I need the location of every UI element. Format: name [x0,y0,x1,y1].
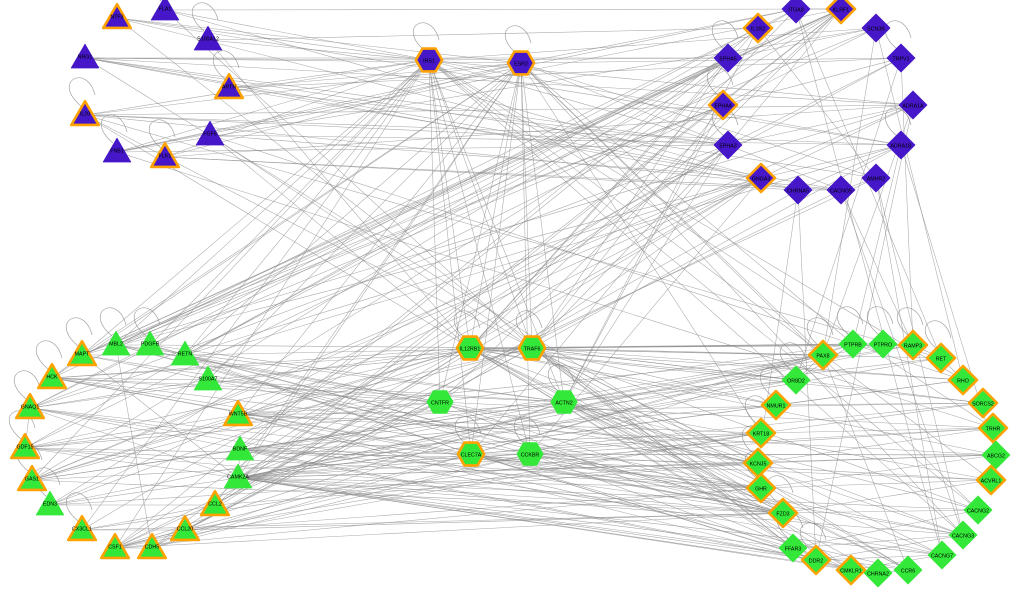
svg-text:CSF1: CSF1 [108,545,122,551]
svg-text:IL20: IL20 [80,112,90,118]
svg-text:GNAQ1: GNAQ1 [21,405,40,411]
svg-text:TRAF6: TRAF6 [524,347,541,353]
svg-text:CHRNA2: CHRNA2 [867,572,889,578]
svg-text:CACNG5: CACNG5 [830,189,852,195]
svg-text:TRHR: TRHR [986,427,1001,433]
svg-text:KRT18: KRT18 [753,432,769,438]
svg-text:CCL2: CCL2 [208,502,222,508]
svg-text:S100A7: S100A7 [199,377,218,383]
svg-text:HCK: HCK [46,375,58,381]
svg-text:FZD3: FZD3 [776,512,789,518]
svg-text:PAX8: PAX8 [816,354,829,360]
svg-text:NRG1: NRG1 [78,55,93,61]
svg-text:SORCS2: SORCS2 [972,402,994,408]
svg-text:OR8D2: OR8D2 [787,379,805,385]
svg-text:FLK1: FLK1 [159,154,172,160]
svg-text:GDF15: GDF15 [16,445,33,451]
svg-text:RETN: RETN [178,352,193,358]
svg-text:EPHA3: EPHA3 [719,144,736,150]
svg-text:EDN3: EDN3 [43,502,57,508]
svg-text:EPHA4: EPHA4 [714,104,731,110]
svg-text:FFAR3: FFAR3 [785,547,802,553]
svg-text:RHO: RHO [957,379,969,385]
svg-text:CAMK2A: CAMK2A [227,475,249,481]
svg-text:FNB1: FNB1 [110,149,124,155]
svg-text:FGF6: FGF6 [203,132,217,138]
svg-text:CCR6: CCR6 [901,569,915,575]
svg-text:SCN3B: SCN3B [867,27,885,33]
svg-text:IL12RB1: IL12RB1 [460,347,481,353]
svg-text:GHR: GHR [755,487,767,493]
svg-text:KCNJ5: KCNJ5 [750,462,767,468]
svg-text:CCL20: CCL20 [177,527,194,533]
svg-text:CCKBR: CCKBR [521,453,540,459]
svg-text:CHRNA5: CHRNA5 [787,189,809,195]
svg-text:PDGFB: PDGFB [141,342,160,348]
svg-text:CNTFR: CNTFR [431,401,449,407]
svg-text:RET: RET [936,357,947,363]
svg-text:ESR2: ESR2 [514,62,528,68]
svg-text:CACNG2: CACNG2 [967,509,989,515]
svg-text:RAMP3: RAMP3 [904,344,922,350]
svg-text:MBL2: MBL2 [109,342,123,348]
svg-text:ABCG2: ABCG2 [987,454,1005,460]
svg-text:IL1R2: IL1R2 [751,27,765,33]
svg-text:CACNG7: CACNG7 [931,554,953,560]
svg-text:BDNF: BDNF [233,447,248,453]
svg-text:ARTN: ARTN [222,85,236,91]
svg-text:GAS1: GAS1 [25,477,39,483]
svg-text:S100A12: S100A12 [197,37,219,43]
svg-text:AMHR2: AMHR2 [867,177,886,183]
svg-text:ACVRL1: ACVRL1 [981,479,1002,485]
svg-text:CX3CL1: CX3CL1 [72,527,92,533]
svg-text:CMKLR1: CMKLR1 [840,569,862,575]
svg-text:ACTN2: ACTN2 [555,401,572,407]
svg-text:CACNG3: CACNG3 [952,534,974,540]
svg-text:DDR2: DDR2 [809,559,823,565]
svg-text:ITGA8: ITGA8 [788,8,803,14]
svg-text:GNGA3: GNGA3 [752,177,771,183]
svg-text:NTF3: NTF3 [110,15,123,21]
svg-text:KLRF1: KLRF1 [833,8,850,14]
svg-text:ADRA1B: ADRA1B [890,144,912,150]
svg-text:IRS1: IRS1 [423,59,435,65]
svg-text:PTPRB: PTPRB [844,343,862,349]
svg-text:NMUR1: NMUR1 [767,404,786,410]
svg-text:EPHA5: EPHA5 [719,57,736,63]
svg-text:WNT5B: WNT5B [229,412,248,418]
svg-text:MAPT: MAPT [75,352,90,358]
svg-text:FLA1: FLA1 [159,7,172,13]
svg-text:PTPRO: PTPRO [874,343,892,349]
svg-text:CLEC7A: CLEC7A [461,453,482,459]
svg-text:CDH5: CDH5 [145,545,159,551]
svg-text:ADRA1A: ADRA1A [902,104,924,110]
svg-text:TRPV1: TRPV1 [892,57,909,63]
